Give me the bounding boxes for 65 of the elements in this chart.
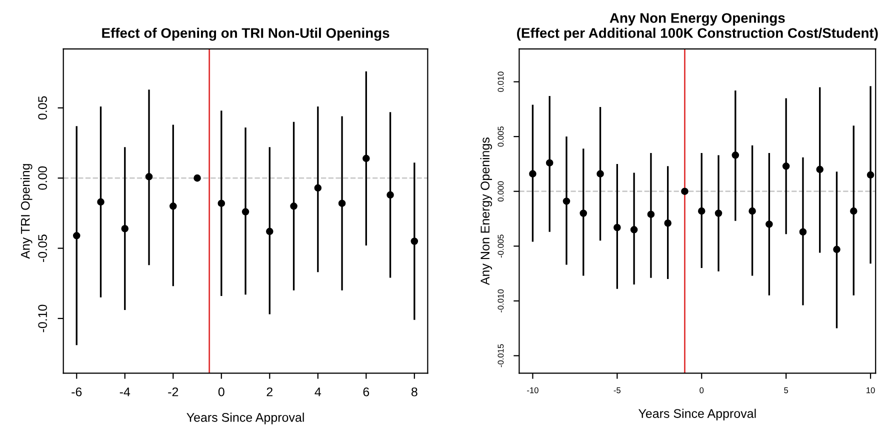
y-tick-label: -0.05 bbox=[38, 234, 47, 262]
point bbox=[410, 238, 418, 245]
x-tick-label: -4 bbox=[120, 388, 130, 396]
point bbox=[698, 207, 706, 215]
y-tick-label: 0.00 bbox=[38, 166, 47, 190]
point bbox=[290, 202, 298, 210]
point bbox=[562, 198, 570, 205]
chart-title: Effect of Opening on TRI Non-Util Openings bbox=[102, 28, 390, 41]
point bbox=[748, 207, 756, 215]
point bbox=[732, 152, 740, 159]
y-tick-label: -0.010 bbox=[498, 289, 504, 312]
point bbox=[596, 170, 604, 178]
y-axis-title: Any TRI Opening bbox=[20, 164, 32, 259]
point bbox=[170, 202, 177, 210]
point bbox=[145, 173, 153, 180]
x-tick-label: -2 bbox=[168, 387, 178, 396]
point bbox=[782, 162, 790, 170]
point bbox=[850, 207, 858, 215]
x-tick-label: 8 bbox=[411, 387, 418, 396]
y-tick-label: -0.10 bbox=[38, 304, 47, 332]
point bbox=[816, 166, 824, 174]
point bbox=[338, 200, 346, 207]
point bbox=[72, 232, 80, 240]
x-tick-label: 0 bbox=[700, 387, 704, 394]
x-tick-label: 0 bbox=[218, 387, 224, 396]
x-tick-label: 10 bbox=[866, 387, 875, 394]
point bbox=[97, 198, 104, 206]
y-tick-label: 0.005 bbox=[498, 126, 504, 147]
y-tick-label: 0.05 bbox=[38, 96, 47, 120]
point bbox=[833, 246, 840, 254]
x-axis-title: Years Since Approval bbox=[186, 412, 304, 424]
point bbox=[242, 208, 250, 216]
point bbox=[799, 228, 807, 236]
y-tick-label: 0.000 bbox=[498, 181, 504, 202]
x-tick-label: -6 bbox=[72, 387, 82, 396]
point bbox=[314, 184, 322, 192]
point bbox=[647, 210, 655, 218]
y-tick-label: 0.010 bbox=[498, 72, 504, 92]
y-axis-title: Any Non Energy Openings bbox=[480, 138, 492, 286]
chart-title: Any Non Energy Openings (Effect per Additional 100K Construction Cost/Student) bbox=[517, 12, 878, 41]
point bbox=[218, 200, 226, 207]
x-tick-label: 5 bbox=[784, 387, 788, 394]
y-tick-label: -0.005 bbox=[498, 234, 504, 258]
point bbox=[681, 188, 688, 195]
point bbox=[194, 174, 201, 182]
point bbox=[266, 228, 274, 236]
point bbox=[714, 210, 722, 217]
x-tick-label: 6 bbox=[363, 387, 370, 396]
x-tick-label: 2 bbox=[266, 387, 272, 396]
y-tick-label: -0.015 bbox=[498, 344, 504, 368]
x-tick-label: -10 bbox=[527, 387, 538, 394]
point bbox=[664, 219, 672, 227]
point bbox=[580, 210, 588, 217]
point bbox=[386, 191, 394, 199]
point bbox=[546, 159, 554, 166]
point bbox=[121, 224, 129, 232]
point bbox=[614, 224, 621, 232]
x-tick-label: 4 bbox=[314, 388, 322, 396]
point bbox=[866, 171, 874, 179]
point bbox=[362, 154, 370, 162]
point bbox=[630, 226, 638, 234]
x-tick-label: -5 bbox=[614, 387, 621, 394]
point bbox=[766, 220, 773, 228]
x-axis-title: Years Since Approval bbox=[638, 408, 756, 420]
point bbox=[529, 170, 536, 178]
